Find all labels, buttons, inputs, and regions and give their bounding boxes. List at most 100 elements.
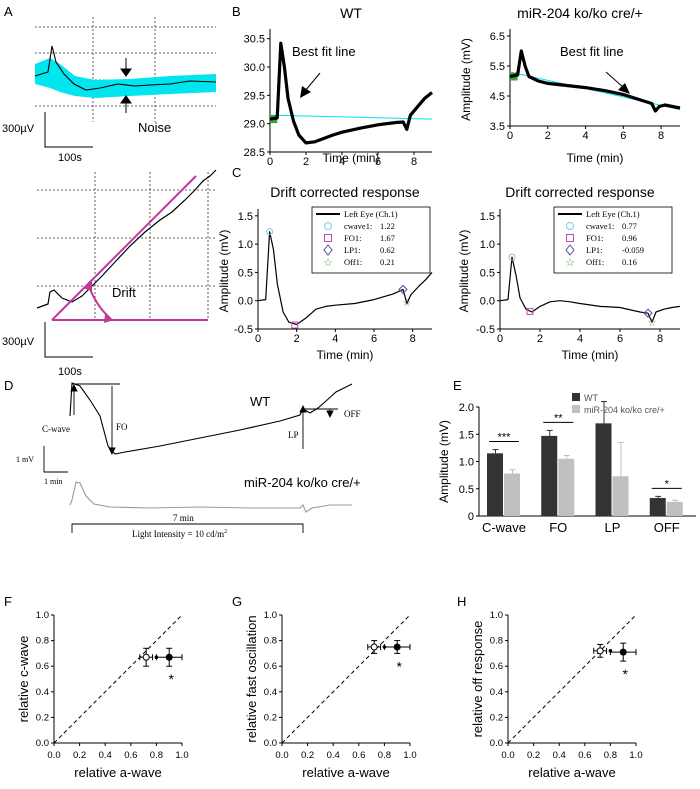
legend-marker-circle	[324, 222, 332, 230]
y-tick-label: 0.8	[490, 636, 503, 647]
y-axis-label: Amplitude (mV)	[459, 38, 473, 121]
data-point-open	[142, 653, 150, 661]
marker-fo	[291, 321, 299, 329]
y-tick-label: 0.0	[36, 738, 49, 749]
x-tick-label: 0.0	[275, 750, 288, 761]
y-tick-label: 1.0	[459, 457, 474, 469]
legend-marker-diamond	[565, 244, 575, 256]
drift-fit-line	[51, 175, 197, 321]
data-point-filled	[619, 648, 627, 656]
data-trace	[269, 41, 433, 145]
x-axis-label: Time (min)	[567, 151, 624, 165]
x-tick-label: 2	[294, 333, 300, 345]
y-tick-label: 1.0	[490, 610, 503, 621]
bar-wt	[541, 435, 558, 516]
panel-label-g: G	[232, 594, 242, 609]
legend-value: -0.059	[622, 245, 644, 255]
panel-a-top-grid	[35, 17, 216, 122]
marker-cwave	[266, 228, 274, 236]
x-tick-label: 0.8	[150, 750, 163, 761]
drift-arrow-head-top	[83, 280, 92, 291]
y-tick-label: 0.0	[490, 738, 503, 749]
legend-label: LP1:	[586, 245, 603, 255]
best-fit-annotation: Best fit line	[560, 44, 624, 59]
panel-a-top-scale-bar	[44, 112, 93, 148]
y-tick-label: 0	[468, 511, 474, 523]
annotation-arrow-head	[300, 86, 311, 98]
d-wt-label: WT	[250, 394, 270, 409]
chart-title: Drift corrected response	[505, 184, 655, 200]
x-tick-label: 0	[507, 130, 513, 142]
y-tick-label: 0.0	[238, 296, 253, 308]
x-tick-label: 2	[303, 156, 309, 168]
y-tick-label: 0.8	[264, 636, 277, 647]
legend-label: Off1:	[344, 257, 362, 267]
legend-label: Left Eye (Ch.1)	[344, 209, 398, 219]
chart-c-wt: Drift corrected response 0 2 4 6 8 -0.5 0.0 0.5 1…	[217, 184, 433, 362]
legend-label: miR-204 ko/ko cre/+	[584, 405, 665, 415]
panel-a-top-trace	[34, 45, 217, 91]
panel-label-h: H	[457, 594, 466, 609]
d-light-label: Light Intensity = 10 cd/m2	[132, 529, 227, 539]
significance-star: *	[168, 671, 174, 687]
y-tick-label: 1.0	[264, 610, 277, 621]
legend-label: FO1:	[586, 233, 603, 243]
best-fit-annotation: Best fit line	[292, 44, 356, 59]
data-trace	[509, 49, 681, 113]
marker-off: ☆	[648, 318, 657, 329]
d-ko-label: miR-204 ko/ko cre/+	[244, 475, 361, 490]
y-tick-label: 1.5	[459, 429, 474, 441]
x-tick-label: 1.0	[403, 750, 416, 761]
y-tick-label: 0.8	[36, 636, 49, 647]
legend-marker-square	[566, 234, 574, 242]
chart-h: 0.0 0.2 0.4 0.6 0.8 1.0 0.0 0.2 0.4 0.6 0.8 1.0 rela…	[470, 610, 643, 780]
significance-star: *	[396, 658, 402, 674]
y-tick-label: 1.0	[238, 239, 253, 251]
identity-line	[507, 614, 637, 744]
x-tick-label: 4	[339, 156, 345, 168]
data-point-open	[370, 643, 378, 651]
y-tick-label: 0.6	[264, 661, 277, 672]
legend-label: WT	[584, 393, 598, 403]
y-axis-label: Amplitude (mV)	[437, 420, 451, 503]
legend-marker-star: ☆	[323, 257, 333, 269]
chart-b-wt: WT 0 2 4 6 8 28.5 29.0 29.5 30.0 30.5 Time (min) Bes…	[244, 5, 433, 168]
x-tick-label: 6	[617, 333, 623, 345]
x-tick-label: 8	[658, 130, 664, 142]
y-tick-label: 0.6	[36, 661, 49, 672]
marker-lp	[398, 284, 408, 295]
category-label: C-wave	[482, 520, 526, 535]
chart-title: miR-204 ko/ko cre/+	[517, 5, 643, 21]
identity-line	[53, 614, 183, 744]
x-tick-label: 0.2	[301, 750, 314, 761]
y-tick-label: 1.0	[36, 610, 49, 621]
significance-stars: *	[665, 478, 670, 490]
y-tick-label: 0.4	[490, 687, 503, 698]
annotation-arrow-head	[618, 83, 630, 94]
x-tick-label: 6	[620, 130, 626, 142]
best-fit-line	[269, 114, 433, 120]
x-tick-label: 2	[545, 130, 551, 142]
chart-title: Drift corrected response	[270, 184, 420, 200]
x-axis-label: Time (min)	[562, 348, 619, 362]
legend-value: 1.22	[380, 221, 395, 231]
y-tick-label: 30.0	[244, 62, 265, 74]
x-tick-label: 0.4	[99, 750, 112, 761]
significance-star: *	[622, 666, 628, 682]
d-fo-label: FO	[116, 422, 128, 432]
legend-value: 0.21	[380, 257, 395, 267]
chart-c-ko: Drift corrected response 0 2 4 6 8 -0.5 0.0 0.5 1…	[457, 184, 681, 362]
d-wt-trace	[69, 382, 353, 455]
y-tick-label: 1.0	[480, 239, 495, 251]
y-tick-label: 28.5	[244, 147, 265, 159]
y-tick-label: 0.5	[480, 267, 495, 279]
y-tick-label: 0.6	[490, 661, 503, 672]
y-tick-label: 0.0	[264, 738, 277, 749]
x-tick-label: 2	[537, 333, 543, 345]
noise-band	[35, 58, 216, 98]
legend-marker-star: ☆	[565, 257, 575, 269]
legend-value: 0.77	[622, 221, 637, 231]
chart-title: WT	[340, 5, 362, 21]
bar-wt	[487, 453, 503, 516]
data-point-open	[596, 647, 604, 655]
